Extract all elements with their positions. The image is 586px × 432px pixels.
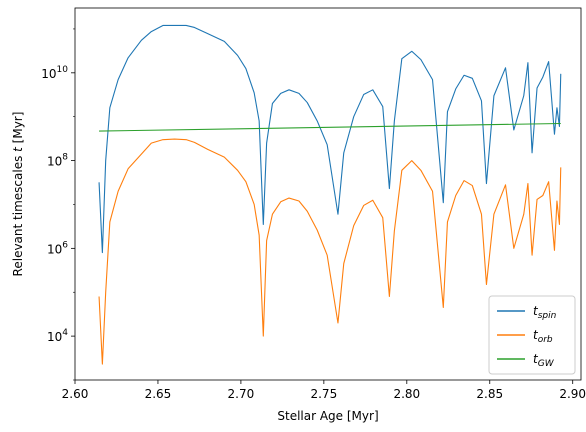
y-axis-label: Relevant timescales t [Myr] [11, 112, 25, 277]
series-line-t-spin [98, 24, 562, 254]
x-axis-label: Stellar Age [Myr] [277, 409, 378, 423]
x-tick-label: 2.90 [559, 387, 586, 401]
y-axis: 104 106 108 1010 [41, 28, 75, 381]
x-tick-label: 2.70 [228, 387, 255, 401]
y-tick-label: 108 [47, 153, 68, 169]
legend: tspin torb tGW [488, 295, 576, 375]
legend-label: torb [533, 328, 553, 345]
series-line-t-gw [99, 122, 561, 132]
x-tick-label: 2.65 [145, 387, 172, 401]
legend-label: tspin [533, 304, 557, 321]
x-tick-label: 2.85 [476, 387, 503, 401]
legend-label: tGW [533, 352, 555, 369]
x-tick-label: 2.80 [393, 387, 420, 401]
series-layer [98, 24, 562, 365]
x-tick-label: 2.60 [62, 387, 89, 401]
y-tick-label: 104 [47, 328, 68, 344]
x-tick-label: 2.75 [310, 387, 337, 401]
x-axis: 2.60 2.65 2.70 2.75 2.80 2.85 2.90 [62, 380, 586, 401]
series-line-t-orb [98, 138, 562, 365]
plot-frame [74, 7, 582, 381]
y-tick-label: 106 [47, 240, 68, 256]
legend-frame [488, 295, 576, 375]
y-tick-label: 1010 [41, 65, 68, 81]
